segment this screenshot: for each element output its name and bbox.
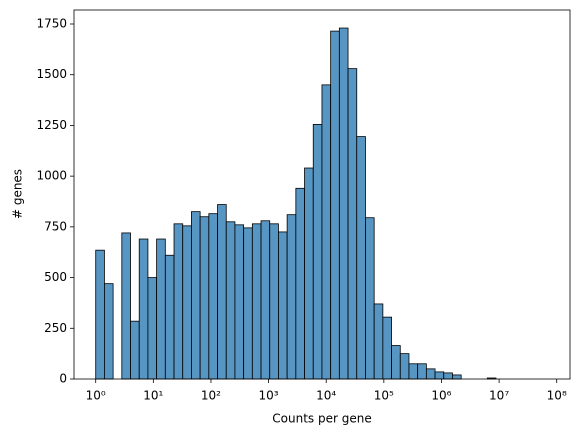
x-tick-label: 10¹ xyxy=(143,389,163,403)
x-tick-label: 10⁸ xyxy=(547,389,567,403)
bar xyxy=(182,225,192,380)
bar xyxy=(356,136,366,380)
bar xyxy=(312,124,323,380)
bar xyxy=(330,30,340,380)
y-tick-label: 0 xyxy=(59,372,67,386)
y-axis-label: # genes xyxy=(11,169,25,219)
bar xyxy=(338,27,349,380)
bar xyxy=(173,223,184,380)
x-tick-label: 10⁰ xyxy=(86,389,106,403)
bar xyxy=(304,167,314,380)
x-tick-label: 10⁷ xyxy=(489,389,509,403)
bar xyxy=(208,213,218,380)
x-tick-label: 10³ xyxy=(259,389,279,403)
x-tick-label: 10⁶ xyxy=(431,389,451,403)
y-tick-label: 250 xyxy=(44,321,67,335)
bar xyxy=(452,374,462,380)
bar xyxy=(434,371,445,380)
bar xyxy=(234,224,245,380)
x-tick-label: 10⁵ xyxy=(374,389,394,403)
bar xyxy=(147,277,158,380)
bar xyxy=(243,227,253,380)
bar xyxy=(164,254,175,380)
bar xyxy=(373,303,384,380)
bar xyxy=(251,223,262,380)
bar xyxy=(130,320,140,380)
bar xyxy=(408,363,419,380)
bar xyxy=(156,238,166,380)
bar xyxy=(382,316,392,380)
bar xyxy=(347,68,358,380)
bar xyxy=(295,187,305,380)
bar xyxy=(104,283,114,380)
y-tick-label: 750 xyxy=(44,219,67,233)
bar xyxy=(391,345,401,380)
bar xyxy=(286,214,297,380)
bar xyxy=(321,84,332,380)
bar xyxy=(138,238,149,380)
bar xyxy=(95,249,105,380)
bar xyxy=(269,223,279,380)
bar xyxy=(365,217,375,380)
y-tick-label: 1750 xyxy=(36,16,67,30)
bar xyxy=(278,231,288,380)
x-axis-label: Counts per gene xyxy=(272,412,371,426)
y-tick-label: 1000 xyxy=(36,169,67,183)
bar xyxy=(191,211,201,380)
x-tick-label: 10⁴ xyxy=(316,389,336,403)
bar xyxy=(399,353,410,380)
bar xyxy=(443,372,453,380)
x-tick-label: 10² xyxy=(201,389,221,403)
bar xyxy=(425,368,436,380)
y-tick-label: 500 xyxy=(44,270,67,284)
bar xyxy=(417,363,427,380)
bar xyxy=(121,232,131,380)
bar xyxy=(225,221,236,380)
bar xyxy=(217,204,227,380)
bar xyxy=(199,216,210,380)
y-tick-label: 1250 xyxy=(36,118,67,132)
bar xyxy=(260,220,271,380)
y-tick-label: 1500 xyxy=(36,67,67,81)
plot-frame xyxy=(73,9,571,380)
